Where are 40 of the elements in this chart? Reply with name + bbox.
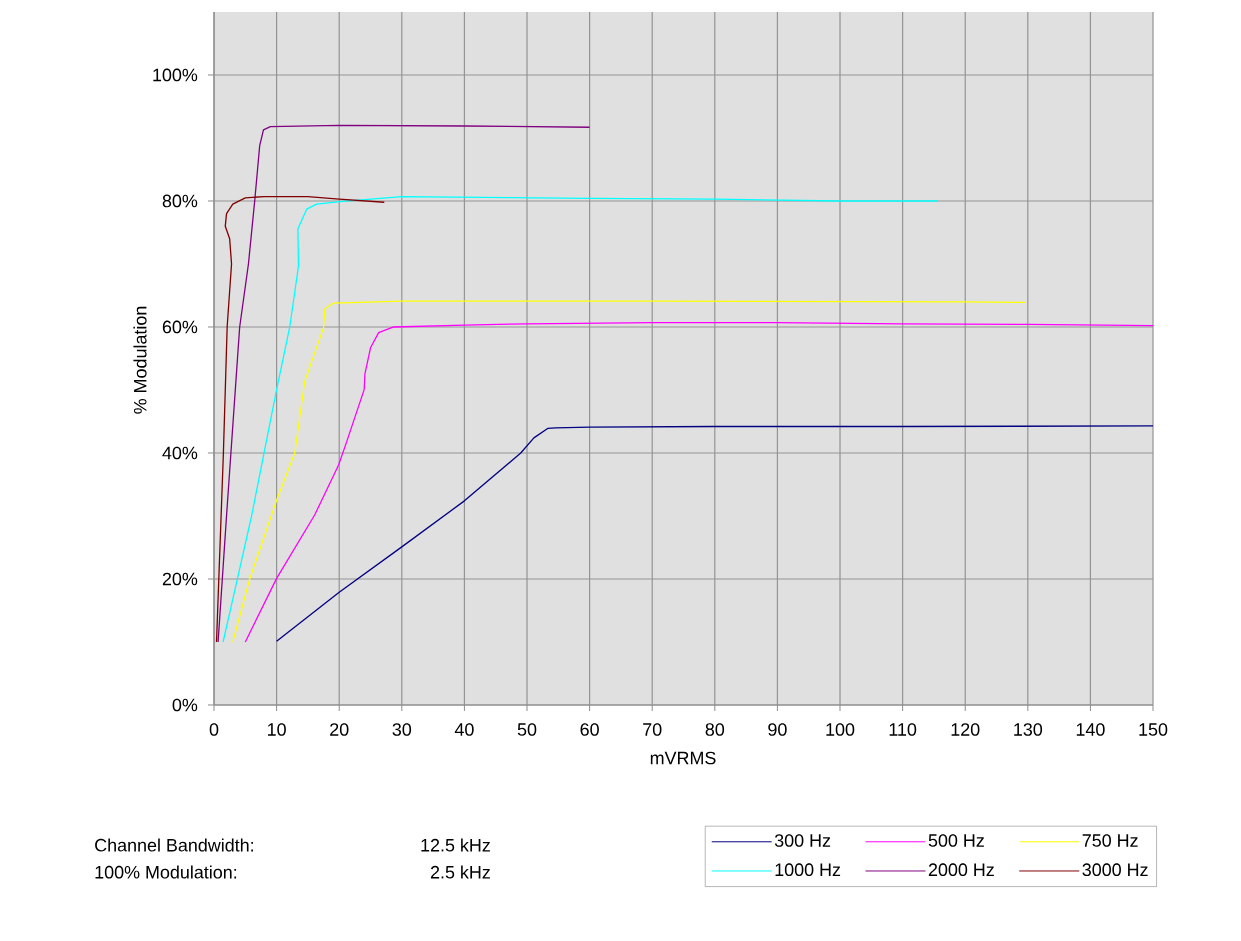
text: 2.5 kHz [430,865,490,879]
x-tick-label: 50 [517,723,537,736]
text: 12.5 kHz [421,838,490,852]
legend-label: 300 Hz [774,834,831,847]
x-tick-label: 20 [330,723,349,736]
y-axis-title: % Modulation [133,306,147,414]
x-tick-label: 90 [768,723,787,736]
line-series [222,195,939,643]
x-tick-label: 150 [1139,723,1168,736]
x-axis-title: mVRMS [650,751,716,765]
line-series [215,195,385,643]
text: 100% Modulation: [95,865,237,879]
x-tick-label: 140 [1076,723,1105,736]
x-tick-label: 110 [889,723,917,736]
line-series [232,300,1026,643]
x-tick-label: 60 [580,723,599,736]
line-series [275,425,1154,643]
text: Channel Bandwidth: [95,838,253,852]
y-tick-label: 0% [172,698,198,712]
x-tick-label: 130 [1014,723,1043,736]
legend-label: 750 Hz [1082,834,1138,847]
line-series [217,124,591,643]
x-tick-label: 0 [209,723,219,736]
x-tick-label: 100 [826,723,855,736]
legend-label: 3000 Hz [1082,863,1148,877]
legend-label: 2000 Hz [928,863,994,877]
x-tick-label: 70 [643,723,662,736]
x-tick-label: 10 [268,723,286,736]
x-tick-label: 80 [705,723,725,736]
y-tick-label: 40% [162,446,198,460]
x-tick-label: 30 [392,723,412,736]
y-tick-label: 20% [162,572,198,586]
legend-label: 500 Hz [928,834,984,847]
line-series [244,321,1154,643]
x-tick-label: 40 [454,723,474,736]
legend-label: 1000 Hz [775,863,841,877]
y-tick-label: 60% [162,320,198,334]
x-tick-label: 120 [951,723,980,736]
y-tick-label: 100% [153,68,198,82]
y-tick-label: 80% [162,194,198,208]
